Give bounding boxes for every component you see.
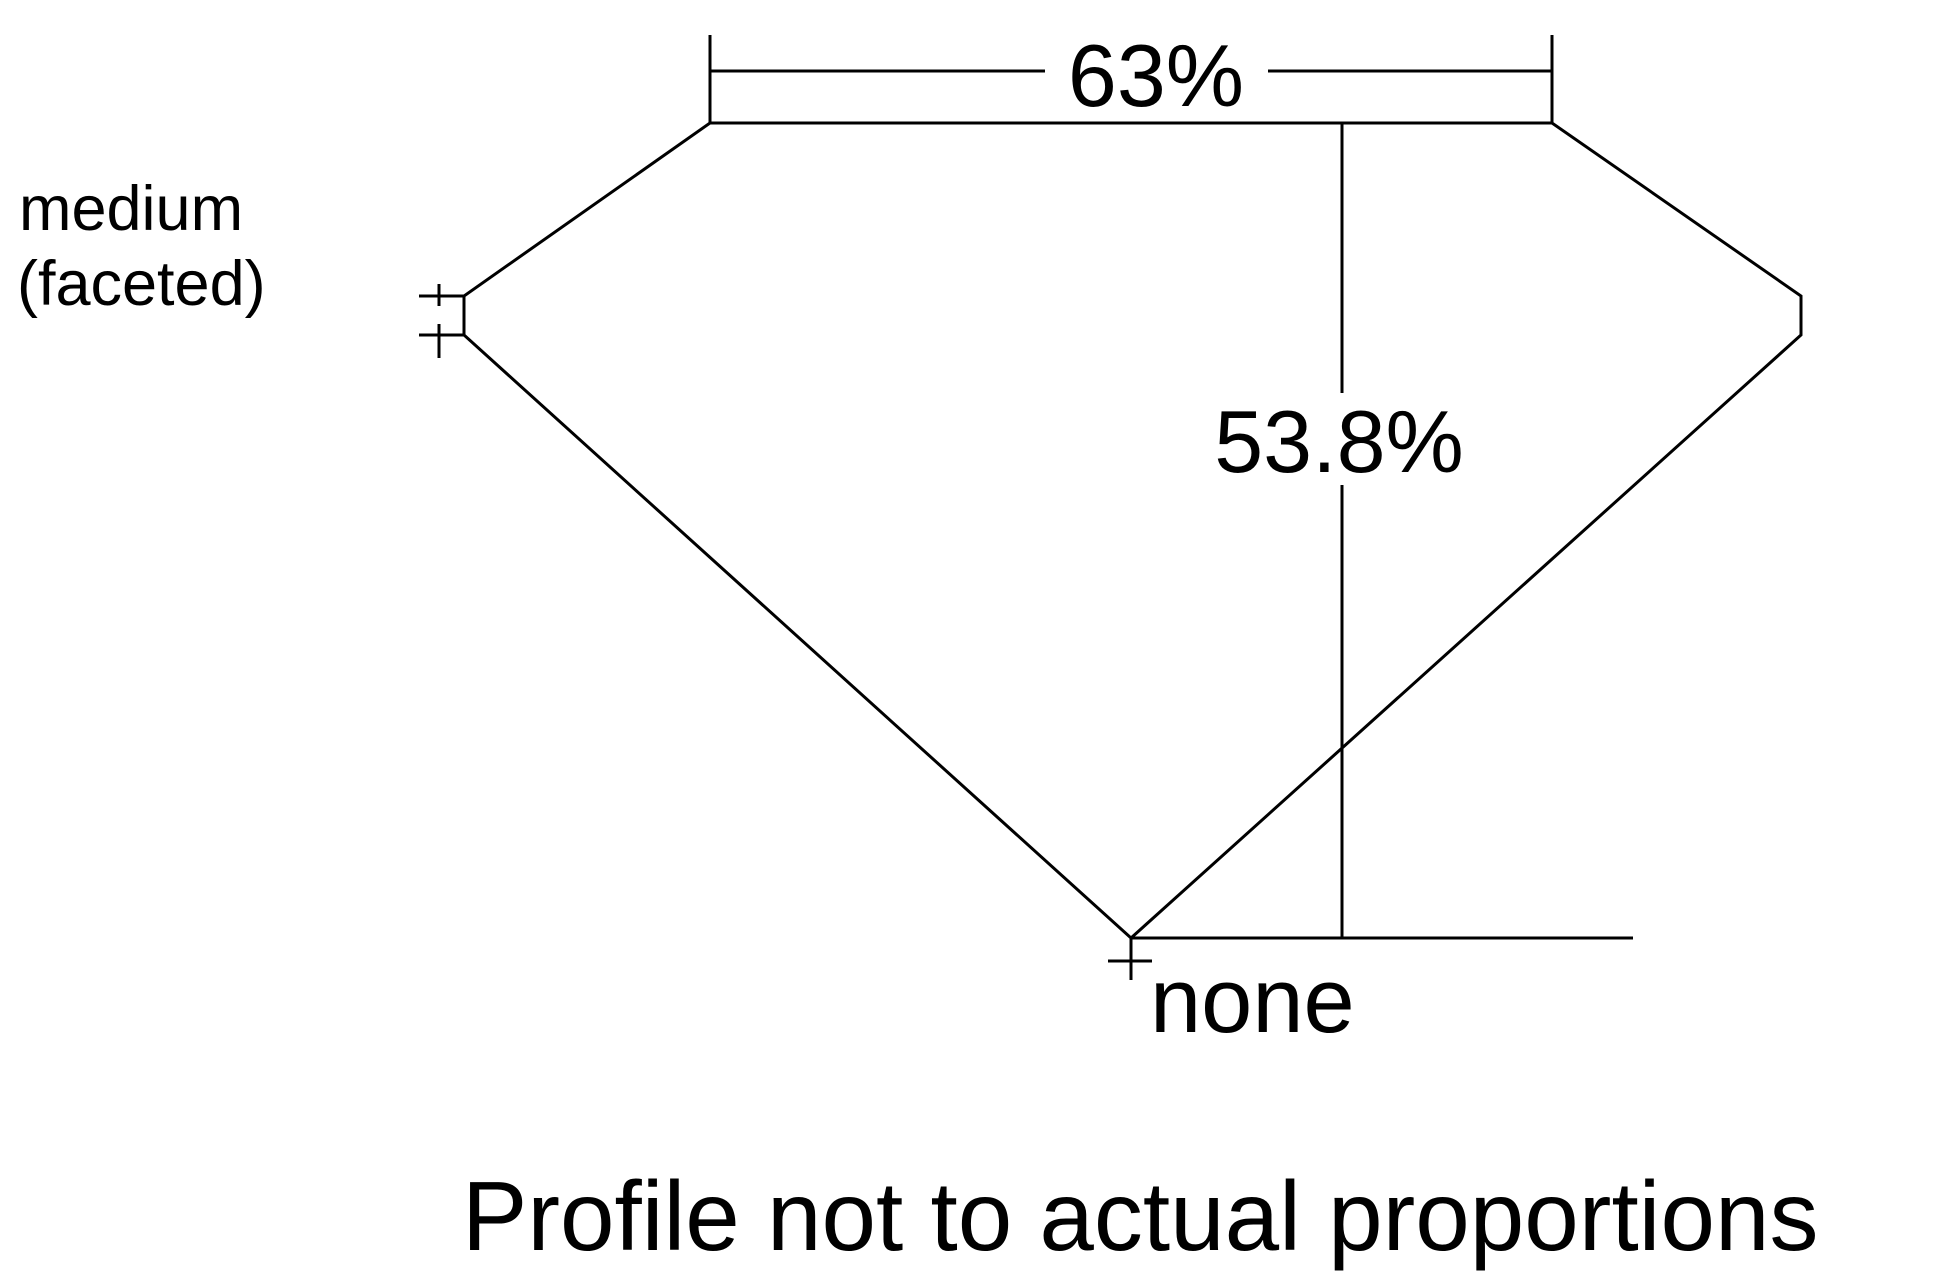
depth-percent-label: 53.8% bbox=[1214, 392, 1464, 491]
culet-marker bbox=[1108, 938, 1152, 980]
caption: Profile not to actual proportions bbox=[462, 1161, 1818, 1271]
girdle-label-line2: (faceted) bbox=[17, 249, 266, 319]
girdle-marker-bottom bbox=[419, 324, 464, 358]
girdle-label-line1: medium bbox=[19, 174, 243, 244]
culet-label: none bbox=[1150, 950, 1355, 1052]
table-percent-label: 63% bbox=[1068, 26, 1244, 125]
girdle-marker-top bbox=[419, 284, 464, 306]
gem-outline bbox=[462, 121, 1803, 941]
